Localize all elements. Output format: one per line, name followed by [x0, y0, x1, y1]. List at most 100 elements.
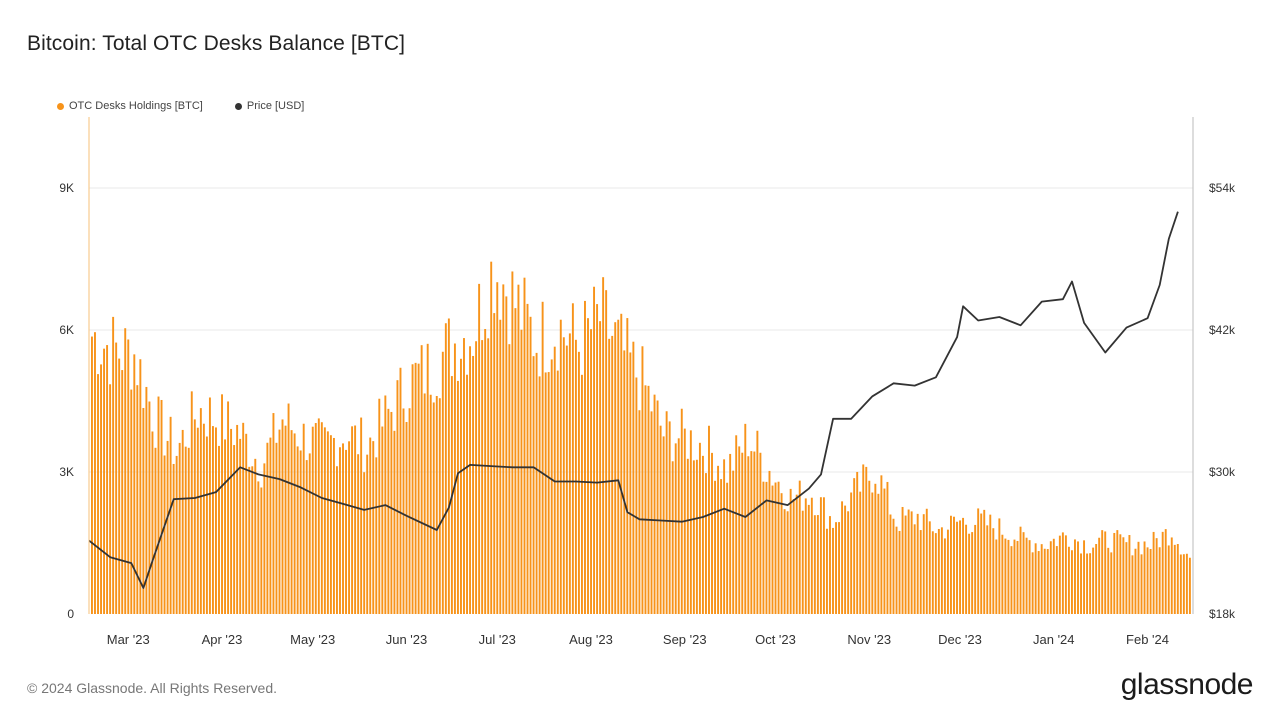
x-tick-label: Dec '23 — [938, 632, 982, 647]
holdings-bar — [1077, 541, 1079, 614]
holdings-bar — [653, 394, 656, 614]
holdings-bar — [514, 308, 517, 614]
holdings-bar — [387, 408, 390, 614]
holdings-bar — [248, 466, 251, 614]
holdings-bar — [871, 492, 874, 614]
holdings-bar — [1110, 552, 1113, 614]
y-right-tick-label: $54k — [1209, 181, 1236, 195]
holdings-bar — [1095, 544, 1098, 614]
holdings-bar — [290, 430, 293, 614]
holdings-bar — [148, 401, 151, 614]
holdings-bar — [211, 426, 214, 614]
holdings-bar — [411, 364, 414, 614]
holdings-bar — [937, 528, 940, 614]
holdings-bar — [1122, 537, 1125, 614]
holdings-bar — [1004, 538, 1007, 614]
holdings-bar — [115, 342, 118, 614]
holdings-bar — [1146, 547, 1149, 614]
holdings-bar — [311, 426, 314, 614]
holdings-bar — [169, 416, 172, 614]
holdings-bar — [1022, 532, 1025, 614]
holdings-bar — [251, 466, 254, 614]
holdings-bar — [106, 345, 109, 614]
holdings-bar — [447, 318, 450, 614]
holdings-bar — [671, 461, 674, 614]
legend-item-holdings[interactable]: OTC Desks Holdings [BTC] — [57, 100, 203, 112]
holdings-bar — [314, 423, 317, 614]
holdings-bar — [481, 340, 484, 614]
holdings-bar — [759, 452, 762, 614]
holdings-bar — [925, 508, 928, 614]
holdings-bar — [103, 348, 106, 614]
legend-item-price[interactable]: Price [USD] — [234, 100, 305, 112]
holdings-bar — [239, 438, 242, 614]
holdings-bar — [1137, 541, 1140, 614]
holdings-bar — [614, 322, 617, 614]
holdings-bar — [943, 538, 946, 614]
holdings-bar — [160, 399, 163, 614]
holdings-bar — [953, 516, 955, 614]
holdings-bar — [535, 352, 538, 614]
holdings-bar — [1016, 540, 1019, 614]
holdings-bar — [91, 336, 93, 614]
holdings-bar — [511, 271, 514, 614]
holdings-bar — [166, 440, 169, 614]
holdings-bar — [97, 374, 99, 614]
holdings-bar — [1052, 538, 1055, 614]
holdings-bar — [1034, 543, 1037, 614]
holdings-bar — [196, 427, 199, 614]
holdings-bar — [940, 527, 943, 614]
holdings-bar — [662, 436, 665, 614]
holdings-bar — [1028, 540, 1031, 614]
holdings-bar — [420, 345, 423, 614]
holdings-bar — [221, 394, 223, 614]
holdings-bar — [490, 261, 493, 614]
holdings-bar — [245, 433, 248, 614]
holdings-bar — [363, 472, 366, 614]
holdings-bar — [332, 437, 335, 614]
holdings-bar — [599, 321, 602, 614]
holdings-bar — [130, 389, 133, 614]
holdings-bar — [974, 524, 977, 614]
holdings-bar — [783, 509, 786, 614]
holdings-bar — [647, 385, 650, 614]
holdings-bar — [698, 442, 701, 614]
holdings-bar — [729, 453, 732, 614]
y-left-tick-label: 9K — [59, 181, 74, 195]
holdings-bar — [1049, 541, 1052, 614]
holdings-bar — [339, 447, 341, 614]
holdings-bar — [801, 510, 804, 614]
holdings-bar — [118, 358, 121, 614]
holdings-bar — [435, 396, 438, 614]
holdings-bar — [453, 343, 456, 614]
holdings-bar — [1143, 541, 1146, 614]
holdings-bar — [202, 423, 205, 614]
x-tick-label: Jul '23 — [479, 632, 516, 647]
holdings-bar — [738, 446, 741, 614]
legend-label-price: Price [USD] — [246, 100, 305, 112]
holdings-bar — [154, 447, 157, 614]
holdings-bar — [686, 458, 689, 614]
holdings-bar — [720, 479, 723, 614]
holdings-bar — [992, 528, 995, 614]
chart-legend: OTC Desks Holdings [BTC] Price [USD] — [57, 100, 304, 112]
holdings-bar — [438, 398, 441, 614]
holdings-bar — [260, 487, 263, 614]
holdings-bar — [901, 506, 904, 614]
holdings-bar — [701, 455, 704, 614]
copyright-footer: © 2024 Glassnode. All Rights Reserved. — [27, 680, 278, 696]
holdings-bar — [381, 426, 384, 614]
y-right-tick-label: $30k — [1209, 465, 1236, 479]
holdings-bar — [354, 425, 357, 614]
holdings-bar — [151, 431, 154, 614]
holdings-bar — [705, 473, 707, 614]
holdings-bar — [1128, 535, 1131, 614]
holdings-bar — [816, 515, 819, 614]
holdings-bar — [360, 417, 363, 614]
holdings-bar — [1107, 547, 1110, 614]
holdings-bar — [983, 509, 986, 614]
holdings-bar — [611, 335, 614, 614]
holdings-bar — [689, 430, 692, 614]
x-tick-label: Sep '23 — [663, 632, 707, 647]
holdings-bar — [184, 446, 187, 614]
